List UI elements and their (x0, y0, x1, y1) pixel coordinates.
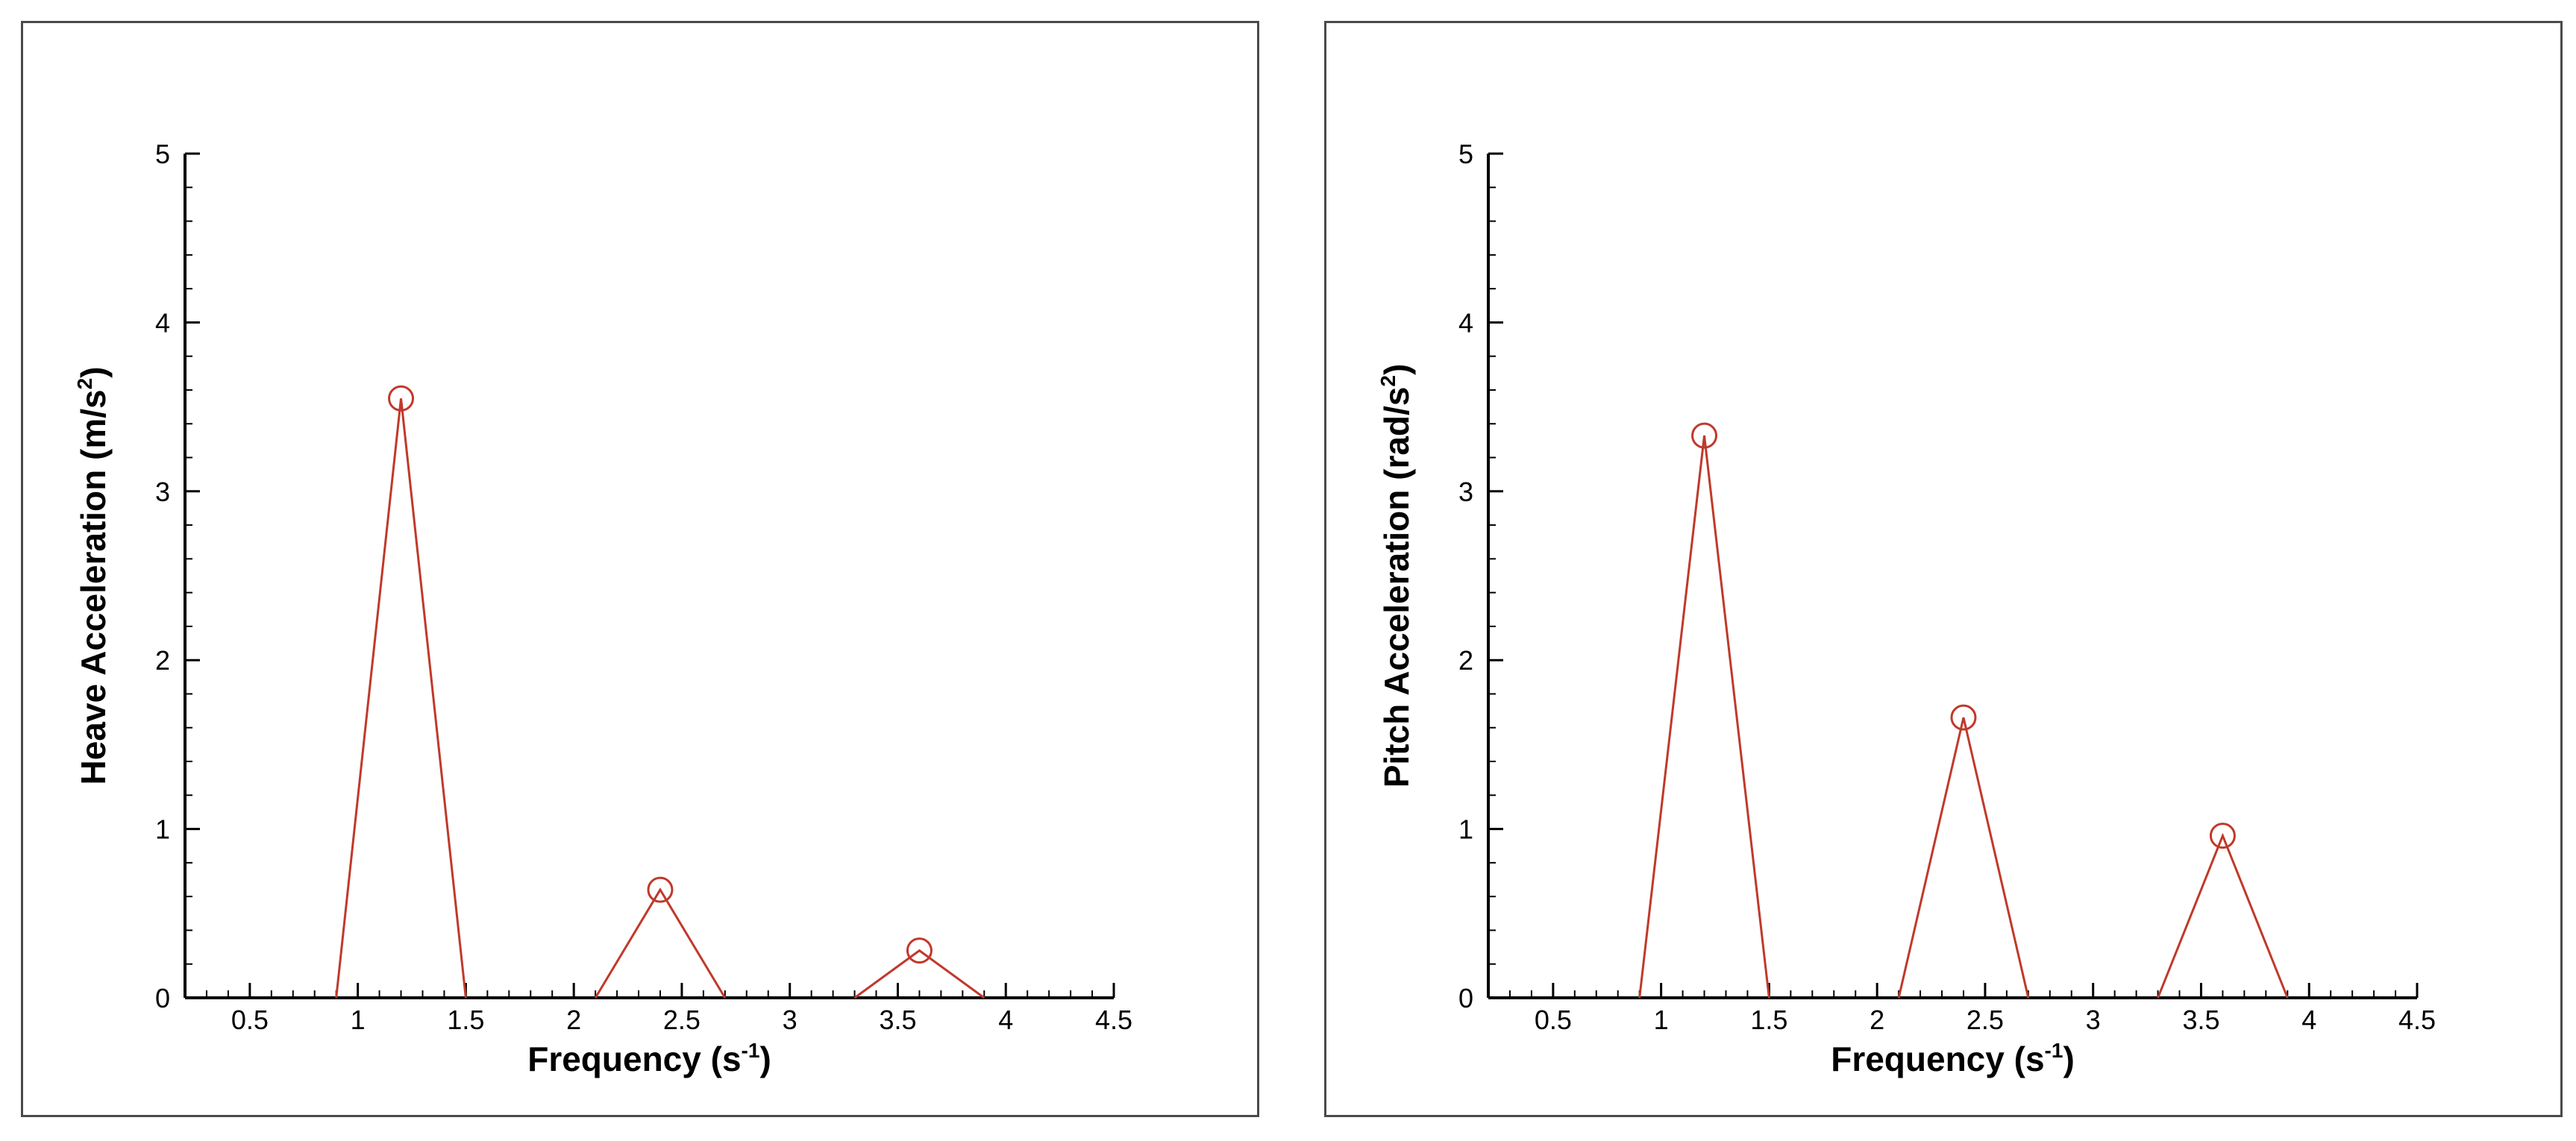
y-tick-label: 0 (1458, 983, 1473, 1013)
y-tick-label: 0 (155, 983, 170, 1013)
x-tick-label: 2.5 (663, 1005, 701, 1035)
x-tick-label: 3 (2086, 1005, 2101, 1035)
data-point-marker (1950, 704, 1977, 731)
series-line (1638, 435, 1770, 999)
y-tick-label: 5 (1458, 139, 1473, 169)
x-tick-label: 2 (1870, 1005, 1884, 1035)
data-point-marker (647, 876, 674, 903)
x-tick-label: 4.5 (1095, 1005, 1132, 1035)
y-tick-label: 1 (155, 814, 170, 845)
y-axis-title: Pitch Acceleration (rad/s2) (1376, 364, 1416, 788)
x-tick-label: 2.5 (1967, 1005, 2004, 1035)
y-tick-label: 4 (155, 307, 170, 338)
series-line (594, 887, 727, 999)
x-tick-label: 1 (1654, 1005, 1669, 1035)
heave-chart-panel: 0.5 1 1.5 2 2.5 3 3.5 4 4.5 0 1 2 3 4 5 Frequency (s-1)… (21, 21, 1259, 1117)
x-axis-title: Frequency (s-1) (527, 1039, 771, 1078)
x-tick-label: 3 (783, 1005, 797, 1035)
y-tick-label: 1 (1458, 814, 1473, 845)
x-tick-label: 0.5 (1535, 1005, 1572, 1035)
series-line (1897, 717, 2030, 999)
y-tick-label: 5 (155, 139, 170, 169)
data-point-marker (1691, 422, 1718, 449)
series-line (2157, 832, 2289, 999)
x-axis-title: Frequency (s-1) (1831, 1039, 2075, 1078)
data-point-marker (388, 385, 415, 412)
y-axis-title: Heave Acceleration (m/s2) (73, 366, 113, 785)
data-point-marker (906, 937, 933, 964)
heave-acceleration-chart: 0.5 1 1.5 2 2.5 3 3.5 4 4.5 0 1 2 3 4 5 Frequency (s-1)… (73, 139, 1132, 1078)
x-tick-label: 3.5 (879, 1005, 916, 1035)
x-tick-label: 1.5 (447, 1005, 484, 1035)
x-tick-label: 0.5 (231, 1005, 269, 1035)
y-tick-label: 3 (1458, 477, 1473, 507)
y-tick-label: 2 (1458, 645, 1473, 676)
x-tick-label: 2 (566, 1005, 581, 1035)
pitch-acceleration-chart: 0.5 1 1.5 2 2.5 3 3.5 4 4.5 0 1 2 3 4 5 Frequency (s-1)… (1376, 139, 2436, 1078)
series-line (853, 949, 985, 999)
x-tick-label: 3.5 (2182, 1005, 2219, 1035)
x-tick-label: 1 (351, 1005, 366, 1035)
y-tick-label: 3 (155, 477, 170, 507)
x-tick-label: 4 (2301, 1005, 2316, 1035)
series-line (335, 398, 467, 999)
pitch-chart-panel: 0.5 1 1.5 2 2.5 3 3.5 4 4.5 0 1 2 3 4 5 Frequency (s-1)… (1324, 21, 2563, 1117)
y-tick-label: 2 (155, 645, 170, 676)
data-point-marker (2209, 823, 2236, 849)
x-tick-label: 4.5 (2398, 1005, 2436, 1035)
x-tick-label: 4 (998, 1005, 1013, 1035)
x-tick-label: 1.5 (1750, 1005, 1787, 1035)
y-tick-label: 4 (1458, 307, 1473, 338)
